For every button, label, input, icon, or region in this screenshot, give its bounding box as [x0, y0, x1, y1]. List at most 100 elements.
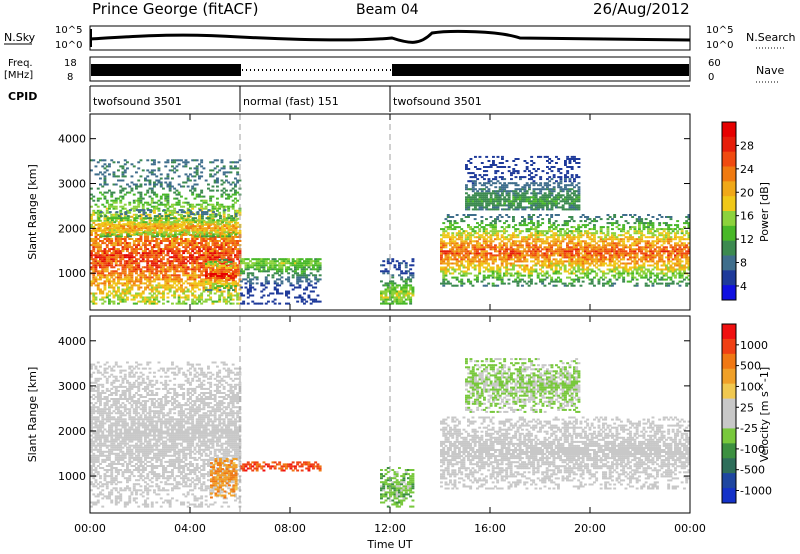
heatmap-cell [213, 159, 217, 162]
heatmap-cell [577, 230, 581, 233]
heatmap-cell [112, 242, 116, 245]
heatmap-cell [527, 280, 531, 283]
heatmap-cell [211, 205, 215, 208]
heatmap-cell [509, 274, 513, 277]
heatmap-cell [137, 221, 141, 224]
heatmap-cell [157, 292, 161, 295]
heatmap-cell [123, 300, 127, 303]
heatmap-cell [298, 294, 302, 297]
heatmap-cell [159, 272, 163, 275]
heatmap-cell [135, 250, 138, 253]
heatmap-cell [462, 246, 466, 249]
heatmap-cell [164, 254, 168, 257]
heatmap-cell [309, 272, 313, 275]
heatmap-cell [516, 254, 520, 257]
heatmap-cell [153, 217, 157, 220]
heatmap-cell [223, 283, 226, 286]
heatmap-cell [451, 268, 455, 271]
heatmap-cell [525, 264, 529, 267]
heatmap-cell [92, 282, 96, 285]
heatmap-cell [395, 260, 399, 263]
heatmap-cell [238, 159, 242, 162]
heatmap-cell [563, 232, 567, 235]
cpid-label: CPID [8, 90, 37, 103]
heatmap-cell [460, 258, 464, 261]
heatmap-cell [139, 213, 143, 216]
heatmap-cell [168, 213, 172, 216]
heatmap-cell [220, 254, 224, 257]
heatmap-cell [110, 276, 114, 279]
heatmap-cell [90, 266, 93, 269]
heatmap-cell [126, 292, 129, 295]
heatmap-cell [557, 224, 560, 227]
heatmap-cell [300, 296, 304, 299]
heatmap-cell [108, 225, 112, 228]
heatmap-cell [185, 221, 189, 224]
heatmap-cell [96, 248, 100, 251]
heatmap-cell [285, 278, 288, 281]
heatmap-cell [485, 242, 488, 245]
heatmap-cell [244, 268, 248, 271]
heatmap-cell [236, 298, 240, 301]
heatmap-cell [114, 250, 118, 253]
heatmap-cell [140, 229, 144, 232]
heatmap-cell [234, 219, 238, 222]
heatmap-cell [307, 278, 311, 281]
heatmap-cell [240, 270, 243, 273]
heatmap-cell [485, 262, 488, 265]
heatmap-cell [512, 262, 515, 265]
heatmap-cell [482, 260, 486, 263]
heatmap-cell [171, 235, 175, 238]
heatmap-cell [211, 264, 215, 267]
heatmap-cell [171, 203, 174, 206]
heatmap-cell [222, 280, 226, 283]
heatmap-cell [228, 227, 231, 230]
heatmap-cell [442, 240, 446, 243]
heatmap-cell [153, 250, 156, 253]
heatmap-cell [216, 281, 220, 284]
heatmap-cell [575, 258, 578, 261]
heatmap-cell [114, 223, 118, 226]
heatmap-cell [485, 252, 488, 255]
heatmap-cell [191, 260, 195, 263]
heatmap-cell [220, 273, 224, 275]
heatmap-cell [552, 232, 556, 235]
heatmap-cell [108, 238, 111, 240]
heatmap-cell [455, 238, 459, 241]
heatmap-cell [111, 217, 114, 220]
heatmap-cell [509, 250, 513, 253]
heatmap-cell [166, 280, 170, 283]
heatmap-cell [213, 207, 217, 210]
heatmap-cell [156, 227, 159, 230]
heatmap-cell [115, 211, 119, 214]
heatmap-cell [119, 189, 123, 192]
heatmap-cell [200, 240, 204, 242]
heatmap-cell [267, 266, 270, 269]
heatmap-cell [166, 159, 170, 162]
heatmap-cell [96, 252, 100, 255]
heatmap-cell [478, 224, 482, 227]
heatmap-cell [103, 175, 107, 178]
heatmap-cell [189, 274, 192, 277]
heatmap-cell [155, 264, 159, 267]
heatmap-cell [236, 270, 240, 273]
heatmap-cell [236, 264, 240, 267]
heatmap-cell [536, 240, 540, 243]
heatmap-cell [391, 292, 395, 295]
heatmap-cell [440, 266, 443, 269]
heatmap-cell [464, 240, 468, 243]
heatmap-cell [166, 268, 170, 271]
heatmap-cell [554, 252, 558, 255]
heatmap-cell [133, 227, 137, 230]
heatmap-cell [211, 254, 215, 257]
heatmap-cell [218, 248, 222, 251]
heatmap-cell [458, 248, 461, 251]
heatmap-cell [253, 288, 257, 291]
heatmap-cell [126, 223, 130, 226]
heatmap-cell [164, 264, 168, 267]
heatmap-cell [173, 264, 177, 267]
heatmap-cell [108, 256, 111, 259]
heatmap-cell [476, 274, 479, 277]
heatmap-cell [485, 266, 488, 269]
heatmap-cell [236, 254, 240, 257]
